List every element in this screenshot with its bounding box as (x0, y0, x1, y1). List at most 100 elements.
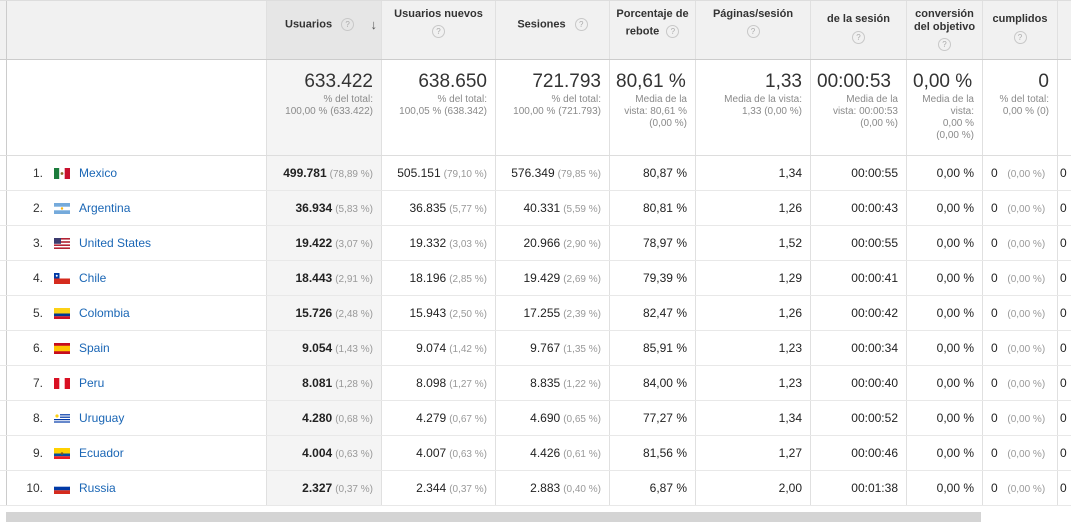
overflow-value: 0 (1060, 271, 1067, 285)
overflow-value: 0 (1060, 376, 1067, 390)
total-sub-line: 100,05 % (638.342) (399, 106, 487, 117)
col-label-goals: cumplidos (992, 13, 1048, 25)
bounce-cell: 78,97 % (609, 226, 695, 260)
sessions-value: 4.426 (0,61 %) (530, 446, 601, 460)
total-value: 721.793 (532, 71, 601, 92)
goals-pct: (0,00 %) (1007, 239, 1046, 250)
col-header-sessions[interactable]: Sesiones ? (495, 1, 609, 59)
users-number: 4.280 (302, 411, 333, 425)
col-header-pages[interactable]: Páginas/sesión ? (695, 1, 810, 59)
goals-pct: (0,00 %) (1007, 274, 1046, 285)
sessions-value: 8.835 (1,22 %) (530, 376, 601, 390)
flag-icon (54, 168, 70, 179)
help-icon[interactable]: ? (432, 25, 445, 38)
new-users-value: 8.098 (1,27 %) (416, 376, 487, 390)
bounce-value: 80,81 % (642, 201, 687, 215)
total-sub: % del total: 100,00 % (721.793) (513, 94, 601, 118)
country-link[interactable]: Spain (79, 341, 110, 355)
new-users-pct: (0,63 %) (449, 449, 487, 460)
dimension-cell: 8. Uruguay (6, 401, 266, 435)
col-header-bounce[interactable]: Porcentaje de rebote ? (609, 1, 695, 59)
country-link[interactable]: United States (79, 236, 152, 250)
duration-cell: 00:00:42 (810, 296, 906, 330)
col-header-new-users[interactable]: Usuarios nuevos ? (381, 1, 495, 59)
country-link[interactable]: Peru (79, 376, 105, 390)
help-icon[interactable]: ? (746, 25, 760, 38)
dimension-cell: 6. Spain (6, 331, 266, 365)
col-header-conversion[interactable]: conversión del objetivo ? (906, 1, 982, 59)
horizontal-scrollbar[interactable] (6, 512, 981, 522)
new-users-pct: (2,50 %) (449, 309, 487, 320)
row-rank: 6. (32, 341, 43, 355)
sessions-pct: (2,90 %) (563, 239, 601, 250)
flag-icon (54, 343, 70, 354)
col-header-users[interactable]: Usuarios ? ↓ (266, 1, 381, 59)
bounce-cell: 77,27 % (609, 401, 695, 435)
help-icon[interactable]: ? (938, 38, 951, 51)
total-sub-line: 1,33 (0,00 %) (741, 106, 802, 117)
dimension-cell: 4. Chile (6, 261, 266, 295)
new-users-pct: (0,37 %) (449, 484, 487, 495)
country-link[interactable]: Colombia (79, 306, 130, 320)
conversion-cell: 0,00 % (906, 366, 982, 400)
conversion-cell: 0,00 % (906, 261, 982, 295)
conversion-value: 0,00 % (936, 236, 974, 250)
duration-cell: 00:00:55 (810, 226, 906, 260)
overflow-value: 0 (1060, 411, 1067, 425)
total-goals: 0 % del total: 0,00 % (0) (982, 60, 1057, 155)
help-icon[interactable]: ? (852, 31, 865, 44)
pages-value: 1,27 (778, 446, 802, 460)
conversion-value: 0,00 % (936, 166, 974, 180)
country-link[interactable]: Russia (79, 481, 116, 495)
new-users-number: 36.835 (409, 201, 447, 215)
new-users-cell: 8.098 (1,27 %) (381, 366, 495, 400)
pages-cell: 1,34 (695, 401, 810, 435)
help-icon[interactable]: ? (666, 25, 680, 38)
conversion-cell: 0,00 % (906, 471, 982, 505)
col-header-overflow (1057, 1, 1071, 59)
users-value: 499.781 (78,89 %) (283, 166, 373, 180)
users-number: 4.004 (302, 446, 333, 460)
goals-value: 0 (0,00 %) (991, 306, 1045, 320)
help-icon[interactable]: ? (341, 18, 355, 31)
goals-cell: 0 (0,00 %) (982, 366, 1057, 400)
overflow-cell: 0 (1057, 436, 1071, 470)
goals-number: 0 (991, 236, 998, 250)
conversion-cell: 0,00 % (906, 331, 982, 365)
flag-icon (54, 308, 70, 319)
goals-pct: (0,00 %) (1007, 309, 1046, 320)
col-header-duration[interactable]: de la sesión ? (810, 1, 906, 59)
flag-icon (54, 273, 70, 284)
new-users-number: 19.332 (409, 236, 447, 250)
country-link[interactable]: Mexico (79, 166, 118, 180)
conversion-value: 0,00 % (936, 446, 974, 460)
sessions-value: 19.429 (2,69 %) (524, 271, 602, 285)
bounce-value: 85,91 % (642, 341, 687, 355)
help-icon[interactable]: ? (1013, 31, 1027, 44)
duration-cell: 00:00:41 (810, 261, 906, 295)
col-header-goals[interactable]: cumplidos ? (982, 1, 1057, 59)
total-sub-line: % del total: (999, 94, 1049, 105)
row-rank: 5. (32, 306, 43, 320)
help-icon[interactable]: ? (574, 18, 588, 31)
country-link[interactable]: Uruguay (79, 411, 125, 425)
country-link[interactable]: Ecuador (79, 446, 124, 460)
sessions-pct: (0,61 %) (563, 449, 601, 460)
country-link[interactable]: Chile (79, 271, 107, 285)
bounce-value: 77,27 % (642, 411, 687, 425)
users-number: 499.781 (283, 166, 327, 180)
total-sub: Media de la vista: 80,61 % (0,00 %) (624, 94, 687, 130)
sessions-pct: (0,65 %) (563, 414, 601, 425)
country-link[interactable]: Argentina (79, 201, 131, 215)
bounce-cell: 82,47 % (609, 296, 695, 330)
overflow-value: 0 (1060, 306, 1067, 320)
sort-descending-icon[interactable]: ↓ (370, 17, 378, 32)
total-value: 633.422 (304, 71, 373, 92)
total-sub-line: Media de la (846, 94, 898, 105)
goals-value: 0 (0,00 %) (991, 201, 1045, 215)
bounce-cell: 80,81 % (609, 191, 695, 225)
users-value: 36.934 (5,83 %) (296, 201, 374, 215)
total-value: 1,33 (765, 71, 802, 92)
new-users-pct: (1,42 %) (449, 344, 487, 355)
duration-cell: 00:00:55 (810, 156, 906, 190)
